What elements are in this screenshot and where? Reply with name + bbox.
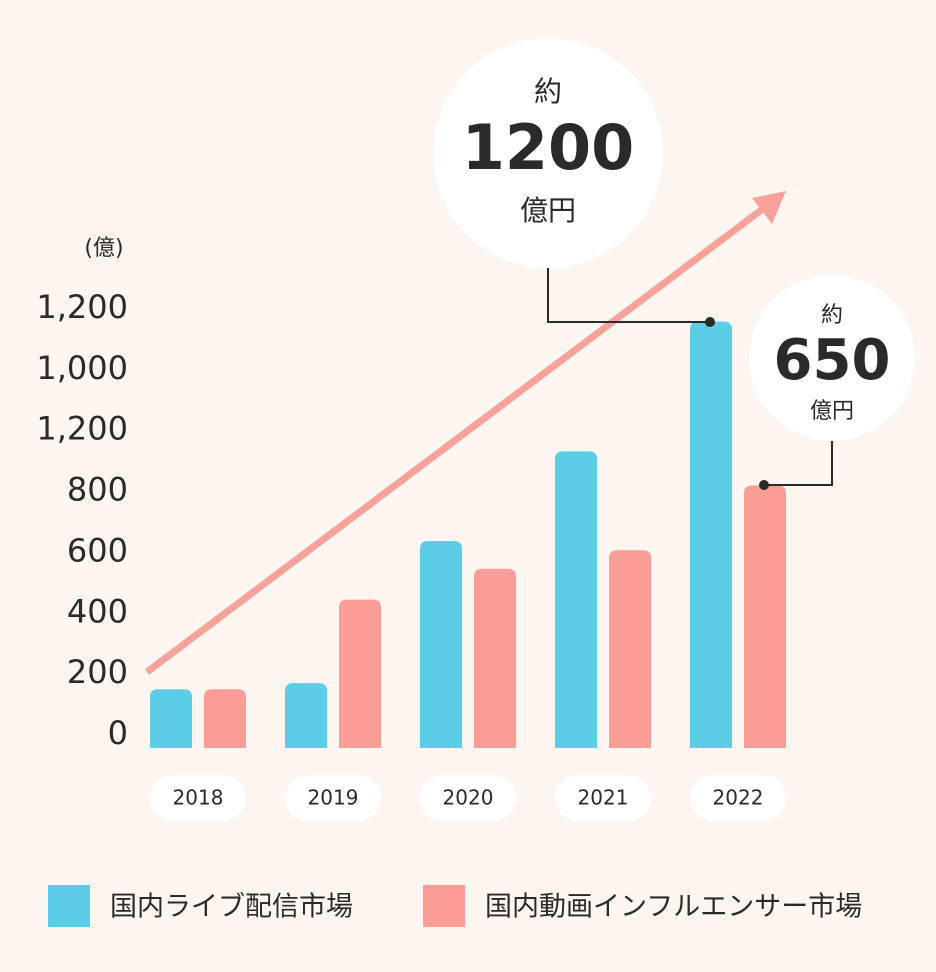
x-tick-label: 2021: [578, 786, 629, 810]
bar: [339, 599, 381, 748]
bar: [555, 451, 597, 748]
x-tick-label: 2020: [443, 786, 494, 810]
x-tick-label: 2022: [713, 786, 764, 810]
callout-value: 1200: [462, 111, 635, 184]
legend-swatch: [48, 885, 90, 927]
callout-prefix: 約: [534, 75, 562, 108]
bar: [150, 689, 192, 748]
bar: [204, 689, 246, 748]
trend-line: [144, 202, 771, 675]
year-pill: [285, 775, 381, 821]
y-tick-label: 1,200: [36, 288, 128, 326]
y-tick-label: 800: [67, 471, 128, 509]
callout-suffix: 億円: [810, 399, 854, 424]
bar: [285, 683, 327, 748]
year-pill: [690, 775, 786, 821]
y-tick-label: 400: [67, 592, 128, 630]
leader-line: [764, 441, 833, 486]
plot: 0 200 400 600 800 1,200 1,000 1,200 2018 2019 2020…: [36, 288, 862, 927]
y-tick-label: 200: [67, 653, 128, 691]
callout-suffix: 億円: [520, 194, 576, 227]
bar: [609, 550, 651, 748]
bar: [474, 568, 516, 748]
legend-label: 国内ライブ配信市場: [110, 892, 353, 923]
trend-arrow: [144, 191, 786, 675]
legend-label: 国内動画インフルエンサー市場: [485, 892, 862, 923]
trend-head: [752, 191, 786, 224]
callout-value: 650: [774, 328, 891, 393]
y-unit: (億): [84, 236, 123, 261]
y-tick-label: 1,000: [36, 349, 128, 387]
y-tick-label: 0: [108, 714, 128, 752]
year-pill: [420, 775, 516, 821]
x-tick-label: 2019: [308, 786, 359, 810]
y-tick-label: 1,200: [36, 410, 128, 448]
year-pill: [150, 775, 246, 821]
callout-circle: [433, 38, 663, 268]
leader-line: [547, 268, 710, 323]
y-tick-label: 600: [67, 531, 128, 569]
leader-dot: [705, 317, 715, 327]
bar: [744, 485, 786, 748]
x-tick-label: 2018: [173, 786, 224, 810]
callout-prefix: 約: [821, 303, 843, 328]
year-pill: [555, 775, 651, 821]
leader-dot: [759, 480, 769, 490]
bar: [690, 321, 732, 748]
bar: [420, 540, 462, 748]
callout-circle: [749, 275, 915, 441]
legend-swatch: [423, 885, 465, 927]
